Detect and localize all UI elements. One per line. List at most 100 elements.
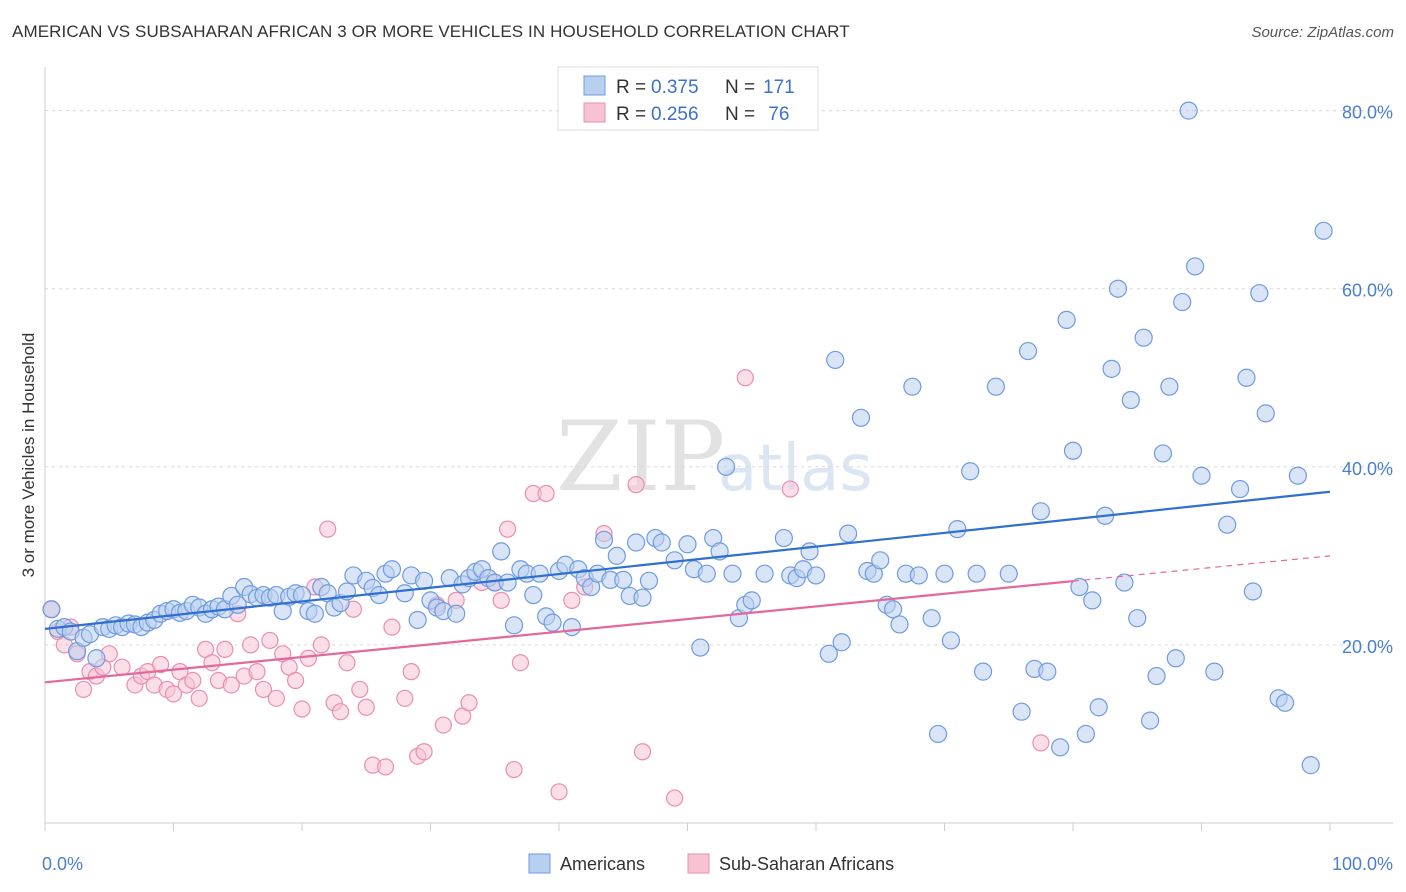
legend-n-label-2: N = [725, 104, 755, 125]
americans-point [774, 528, 793, 548]
y-tick-label: 20.0% [1342, 637, 1393, 657]
africans-point [351, 680, 369, 699]
legend-americans-swatch [528, 853, 551, 874]
americans-point [1108, 279, 1128, 298]
americans-trend-line [44, 490, 1331, 630]
africans-point [415, 743, 433, 761]
americans-point [1012, 702, 1031, 721]
africans-point [1032, 734, 1050, 752]
americans-point [492, 542, 511, 561]
americans-point [1102, 359, 1121, 378]
americans-point [1237, 368, 1256, 387]
africans-point [184, 671, 202, 690]
americans-point [697, 564, 716, 583]
americans-point [832, 633, 851, 652]
africans-point [331, 703, 350, 721]
legend-americans-label: Americans [560, 854, 645, 874]
africans-point [248, 663, 266, 681]
africans-point [203, 654, 221, 672]
africans-point [267, 689, 285, 707]
americans-point [755, 564, 774, 583]
x-tick-label-max: 100.0% [1332, 854, 1393, 874]
americans-point [87, 649, 106, 668]
americans-point [1083, 591, 1102, 610]
americans-point [1063, 441, 1083, 460]
x-tick-label-min: 0.0% [42, 854, 83, 874]
africans-trend-line [44, 580, 1074, 684]
americans-point [594, 530, 614, 549]
africans-point [190, 689, 208, 707]
africans-point [736, 369, 754, 387]
americans-point [42, 600, 61, 619]
americans-swatch [583, 75, 606, 96]
americans-point [851, 408, 871, 427]
legend-n-value-1: 171 [763, 77, 795, 98]
americans-point [1089, 698, 1108, 717]
africans-point [216, 640, 234, 658]
africans-point [338, 654, 356, 672]
americans-point [1192, 466, 1211, 485]
americans-point [1230, 479, 1250, 499]
legend-r-label-1: R = [616, 77, 646, 98]
africans-point [261, 631, 279, 650]
americans-point [395, 584, 414, 603]
legend-r-value-1: 0.375 [651, 77, 699, 98]
tick-labels: 20.0% 40.0% 60.0% 80.0% 0.0% 100.0% [42, 103, 1393, 874]
americans-point [633, 588, 652, 607]
africans-point [499, 520, 517, 538]
americans-point [1288, 466, 1307, 485]
africans-point [286, 671, 305, 690]
africans-point [152, 655, 170, 674]
americans-point [1256, 404, 1275, 423]
americans-point [723, 564, 742, 583]
americans-point [1128, 609, 1147, 628]
americans-point [986, 377, 1006, 396]
americans-point [1185, 257, 1205, 276]
americans-point [716, 457, 736, 476]
americans-point [305, 604, 324, 623]
americans-point [1160, 377, 1179, 396]
watermark-zip: ZIP [556, 401, 725, 513]
americans-point [935, 564, 954, 583]
americans-point [1018, 341, 1038, 361]
americans-point [871, 551, 890, 570]
americans-point [948, 520, 967, 539]
legend-africans-swatch [687, 853, 710, 874]
americans-point [691, 638, 710, 657]
americans-point [909, 566, 928, 585]
series-legend: Americans Sub-Saharan Africans [528, 853, 894, 874]
americans-point [800, 542, 819, 561]
chart-title: AMERICAN VS SUBSAHARAN AFRICAN 3 OR MORE… [12, 22, 850, 41]
americans-point [1275, 693, 1295, 712]
americans-point [382, 560, 402, 579]
africans-point [293, 700, 311, 718]
africans-point [376, 758, 395, 776]
africans-point [563, 591, 581, 609]
africans-point [402, 663, 420, 681]
americans-point [839, 524, 858, 543]
africans-point [434, 716, 452, 734]
americans-point [626, 533, 646, 552]
americans-point [1031, 502, 1050, 521]
africans-swatch [583, 102, 606, 123]
americans-point [639, 571, 659, 590]
americans-point [967, 564, 986, 583]
americans-point [543, 613, 562, 632]
trend-lines [44, 490, 1331, 684]
grid-lines [45, 110, 1393, 646]
americans-point [1250, 284, 1269, 303]
americans-point [819, 644, 838, 663]
y-tick-label: 40.0% [1342, 459, 1393, 479]
americans-point [826, 350, 845, 370]
africans-point [113, 658, 131, 676]
americans-point [562, 617, 581, 637]
americans-point [292, 585, 312, 605]
americans-point [1038, 662, 1057, 681]
americans-point [1147, 666, 1166, 686]
americans-point [678, 535, 697, 554]
americans-point [890, 615, 909, 634]
americans-points [42, 101, 1333, 775]
americans-point [1314, 221, 1333, 240]
africans-point [242, 636, 260, 654]
